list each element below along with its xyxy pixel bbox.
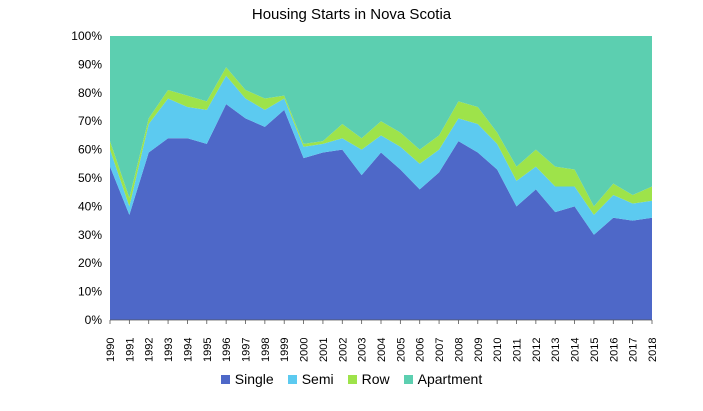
- x-tick-label: 1996: [221, 338, 233, 362]
- x-tick-label: 2011: [512, 338, 524, 362]
- area-row: [110, 67, 652, 215]
- plot-areas: [110, 36, 652, 320]
- x-tick-label: 1998: [260, 338, 272, 362]
- x-tick-label: 1999: [279, 338, 291, 362]
- x-tick-label: 2010: [492, 338, 504, 362]
- legend-swatch: [220, 374, 230, 384]
- x-tick-label: 2014: [570, 338, 582, 362]
- y-tick-label: 40%: [78, 199, 102, 213]
- legend-swatch: [287, 374, 297, 384]
- x-tick-label: 2005: [395, 338, 407, 362]
- x-tick-label: 2006: [415, 338, 427, 362]
- x-tick-label: 2001: [318, 338, 330, 362]
- legend-item-row: Row: [347, 371, 390, 387]
- x-tick-label: 1994: [182, 338, 194, 362]
- y-tick-label: 50%: [78, 171, 102, 185]
- y-tick-label: 30%: [78, 228, 102, 242]
- x-axis: 1990 1991 1992 1993 1994 1995 1996 1997 1998 1999…: [105, 319, 659, 362]
- x-tick-label: 2003: [357, 338, 369, 362]
- legend-label: Row: [361, 371, 390, 387]
- legend-label: Apartment: [417, 371, 483, 387]
- chart-title: Housing Starts in Nova Scotia: [251, 6, 452, 23]
- area-single: [110, 104, 652, 320]
- legend-swatch: [403, 374, 413, 384]
- x-tick-label: 2009: [473, 338, 485, 362]
- legend-label: Semi: [301, 371, 334, 387]
- x-tick-label: 2015: [589, 338, 601, 362]
- legend-item-semi: Semi: [287, 371, 334, 387]
- x-tick-label: 2012: [531, 338, 543, 362]
- x-tick-label: 2016: [608, 338, 620, 362]
- x-tick-label: 1992: [144, 338, 156, 362]
- legend: Single Semi Row Apartment: [0, 371, 703, 387]
- x-tick-label: 2007: [434, 338, 446, 362]
- y-tick-label: 60%: [78, 143, 102, 157]
- x-tick-label: 1995: [202, 338, 214, 362]
- x-tick-label: 2013: [550, 338, 562, 362]
- y-tick-label: 70%: [78, 114, 102, 128]
- x-tick-label: 2018: [647, 338, 659, 362]
- x-tick-label: 2017: [628, 338, 640, 362]
- x-tick-label: 2000: [299, 338, 311, 362]
- y-axis: 0% 10% 20% 30% 40% 50% 60% 70% 80% 90% 100%: [71, 29, 102, 327]
- x-tick-label: 1990: [105, 338, 117, 362]
- legend-label: Single: [234, 371, 274, 387]
- area-semi: [110, 75, 652, 235]
- x-tick-label: 1991: [124, 338, 136, 362]
- y-tick-label: 20%: [78, 256, 102, 270]
- legend-swatch: [347, 374, 357, 384]
- x-tick-label: 1997: [241, 338, 253, 362]
- x-tick-label: 2004: [376, 338, 388, 362]
- y-tick-label: 0%: [85, 313, 103, 327]
- x-tick-label: 2008: [453, 338, 465, 362]
- y-tick-label: 100%: [71, 29, 102, 43]
- y-tick-label: 90%: [78, 57, 102, 71]
- legend-item-single: Single: [220, 371, 274, 387]
- y-tick-label: 80%: [78, 86, 102, 100]
- x-tick-label: 1993: [163, 338, 175, 362]
- area-apartment: [110, 36, 652, 207]
- y-tick-label: 10%: [78, 285, 102, 299]
- legend-item-apartment: Apartment: [403, 371, 483, 387]
- stacked-area-chart: 0%10%20%30%40%50%60%70%80%90%100% 1990 19…: [71, 29, 659, 362]
- x-tick-label: 2002: [337, 338, 349, 362]
